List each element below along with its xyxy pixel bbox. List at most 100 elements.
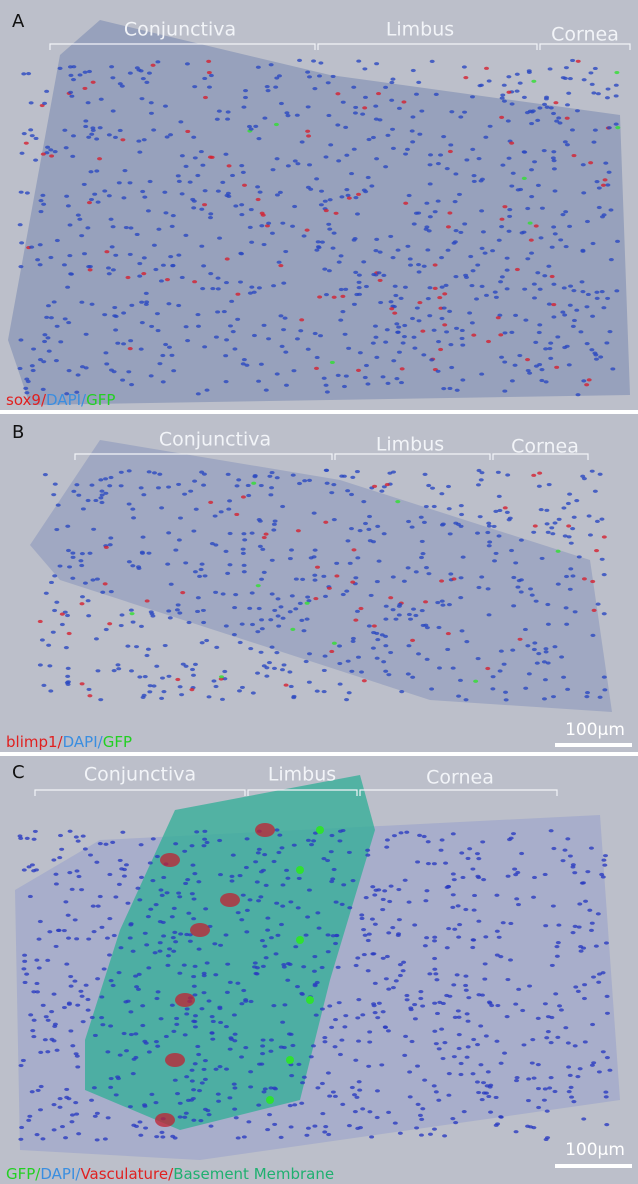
cell <box>244 364 249 367</box>
cell <box>595 180 600 183</box>
cell <box>185 1007 190 1010</box>
cell <box>396 331 401 334</box>
cell <box>503 506 508 509</box>
cell <box>47 664 52 667</box>
cell <box>582 78 587 81</box>
cell <box>186 1099 191 1102</box>
cell <box>202 77 207 80</box>
cell <box>190 844 195 847</box>
cell <box>49 154 54 157</box>
cell <box>107 873 112 876</box>
cell <box>99 501 104 504</box>
cell <box>393 285 398 288</box>
cell <box>89 484 94 487</box>
cell <box>447 387 452 390</box>
cell <box>580 250 585 253</box>
cell <box>344 188 349 191</box>
cell <box>386 382 391 385</box>
cell <box>159 1131 164 1134</box>
cell <box>460 876 465 879</box>
cell <box>544 509 549 512</box>
cell <box>377 271 382 274</box>
cell <box>253 961 258 964</box>
panel-label: C <box>12 762 25 783</box>
cell <box>312 574 317 577</box>
cell <box>220 181 225 184</box>
cell <box>417 319 422 322</box>
cell <box>582 577 587 580</box>
cell <box>532 282 537 285</box>
cell <box>111 225 116 228</box>
cell <box>109 979 114 982</box>
cell <box>34 982 39 985</box>
cell <box>313 597 318 600</box>
cell <box>297 482 302 485</box>
cell <box>183 561 188 564</box>
cell <box>508 922 513 925</box>
cell <box>129 304 134 307</box>
cell <box>239 1002 244 1005</box>
cell <box>391 608 396 611</box>
cell <box>507 215 512 218</box>
cell <box>433 210 438 213</box>
cell <box>26 1119 31 1122</box>
cell <box>54 528 59 531</box>
cell <box>168 255 173 258</box>
cell <box>267 475 272 478</box>
cell <box>419 556 424 559</box>
cell <box>226 110 231 113</box>
cell <box>63 317 68 320</box>
cell <box>34 959 39 962</box>
cell <box>372 624 377 627</box>
cell <box>337 1001 342 1004</box>
vessel <box>155 1113 175 1127</box>
cell <box>274 651 279 654</box>
cell <box>502 389 507 392</box>
cell <box>238 280 243 283</box>
cell <box>505 257 510 260</box>
cell <box>235 293 240 296</box>
cell <box>521 1043 526 1046</box>
cell <box>502 663 507 666</box>
cell <box>215 118 220 121</box>
cell <box>19 1064 24 1067</box>
cell <box>588 161 593 164</box>
cell <box>350 581 355 584</box>
gfp-cell <box>296 936 304 944</box>
cell <box>412 336 417 339</box>
cell <box>598 355 603 358</box>
cell <box>178 1115 183 1118</box>
cell <box>18 223 23 226</box>
cell <box>344 698 349 701</box>
cell <box>381 274 386 277</box>
cell <box>397 351 402 354</box>
cell <box>480 1098 485 1101</box>
cell <box>134 645 139 648</box>
cell <box>580 280 585 283</box>
cell <box>44 90 49 93</box>
cell <box>203 1059 208 1062</box>
cell <box>251 691 256 694</box>
cell <box>458 231 463 234</box>
cell <box>298 329 303 332</box>
cell <box>128 226 133 229</box>
cell <box>70 888 75 891</box>
cell <box>346 347 351 350</box>
cell <box>227 164 232 167</box>
cell <box>513 364 518 367</box>
cell <box>158 941 163 944</box>
cell <box>516 188 521 191</box>
cell <box>487 1000 492 1003</box>
cell <box>458 1073 463 1076</box>
cell <box>349 527 354 530</box>
cell <box>466 1020 471 1023</box>
cell <box>492 559 497 562</box>
cell <box>532 1076 537 1079</box>
cell <box>587 909 592 912</box>
cell <box>375 1089 380 1092</box>
cell <box>542 697 547 700</box>
cell <box>425 658 430 661</box>
cell <box>561 676 566 679</box>
cell <box>529 168 534 171</box>
cell <box>173 1136 178 1139</box>
